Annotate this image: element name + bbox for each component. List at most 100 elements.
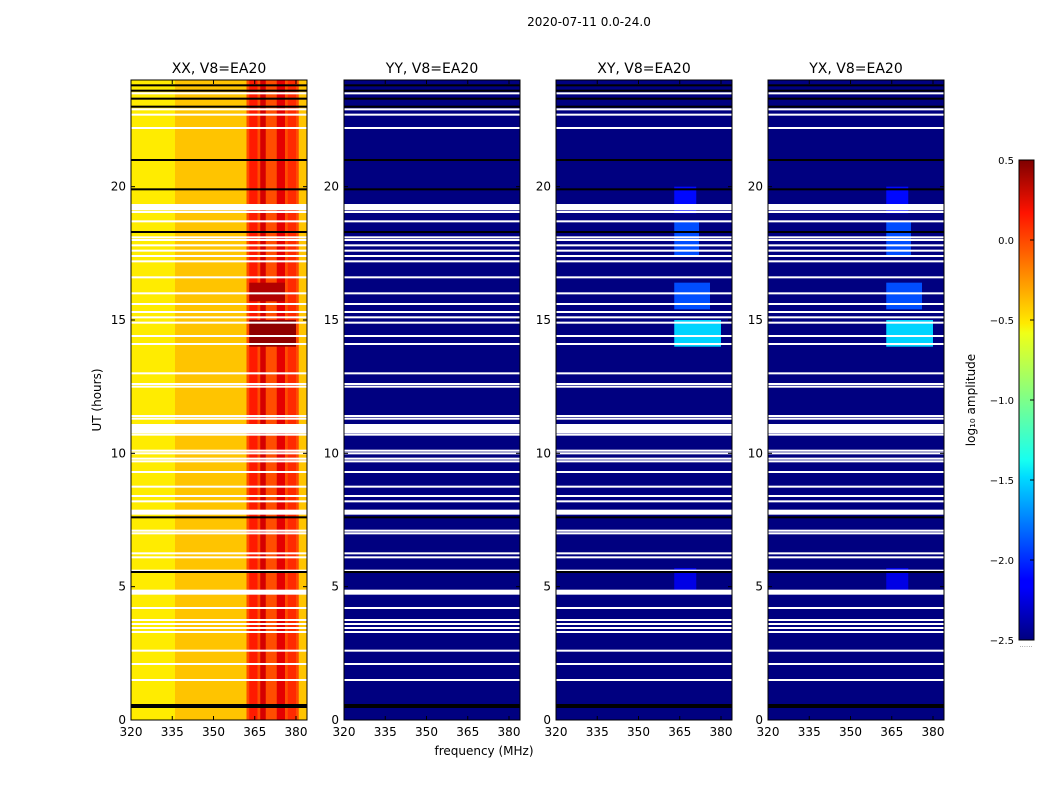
- flagged-row: [131, 239, 307, 241]
- flagged-row: [131, 569, 307, 572]
- flagged-block: [556, 510, 732, 515]
- flagged-row: [556, 433, 732, 436]
- y-tick-label: 10: [748, 446, 763, 460]
- flagged-row: [768, 457, 944, 460]
- flagged-row: [344, 127, 520, 129]
- panel-1: XX, V8=EA20 320 335 350 365 380 0 5 10 15 20: [111, 61, 308, 739]
- x-tick-label: 320: [757, 725, 780, 739]
- flagged-row: [556, 457, 732, 460]
- flagged-row: [556, 485, 732, 488]
- flagged-row: [556, 569, 732, 572]
- x-tick-label: 320: [333, 725, 356, 739]
- dark-row: [344, 516, 520, 519]
- x-tick-label: 350: [415, 725, 438, 739]
- flagged-row: [556, 495, 732, 497]
- y-tick-label: 20: [748, 180, 763, 194]
- y-tick-label: 20: [111, 180, 126, 194]
- colorbar-tick-label: −2.5: [990, 636, 1014, 647]
- dark-row: [344, 159, 520, 161]
- flagged-row: [556, 679, 732, 681]
- flagged-row: [344, 372, 520, 375]
- flagged-block: [344, 204, 520, 210]
- x-tick-label: 335: [374, 725, 397, 739]
- flagged-row: [768, 303, 944, 305]
- flagged-row: [131, 529, 307, 532]
- flagged-row: [768, 108, 944, 111]
- flagged-row: [344, 631, 520, 633]
- flagged-row: [344, 495, 520, 497]
- xx-rfi-block: [249, 282, 285, 302]
- flagged-row: [768, 415, 944, 417]
- dark-row: [131, 105, 307, 108]
- flagged-row: [131, 679, 307, 681]
- flagged-row: [131, 316, 307, 319]
- flagged-row: [556, 276, 732, 279]
- flagged-row: [768, 495, 944, 497]
- flagged-row: [556, 127, 732, 129]
- flagged-row: [768, 316, 944, 319]
- panel-frame: [130, 79, 308, 721]
- flagged-row: [768, 679, 944, 681]
- flagged-row: [131, 321, 307, 324]
- flagged-row: [131, 663, 307, 665]
- flagged-row: [131, 211, 307, 213]
- panel-background: [344, 80, 520, 720]
- flagged-row: [556, 417, 732, 420]
- flagged-row: [556, 607, 732, 609]
- flagged-row: [556, 343, 732, 345]
- dark-row: [344, 188, 520, 191]
- flagged-row: [344, 460, 520, 463]
- dark-row: [344, 105, 520, 108]
- dark-row: [344, 84, 520, 87]
- flagged-row: [344, 569, 520, 572]
- colorbar-tick-label: −1.0: [990, 396, 1014, 407]
- flagged-row: [131, 343, 307, 345]
- flagged-row: [344, 239, 520, 241]
- flagged-block: [131, 424, 307, 434]
- flagged-row: [556, 649, 732, 652]
- flagged-row: [344, 417, 520, 420]
- flagged-row: [556, 452, 732, 455]
- flagged-row: [344, 679, 520, 681]
- x-tick-label: 365: [243, 725, 266, 739]
- flagged-row: [556, 321, 732, 324]
- x-tick-label: 380: [710, 725, 733, 739]
- flagged-row: [131, 471, 307, 473]
- flagged-row: [768, 92, 944, 95]
- flagged-row: [131, 311, 307, 313]
- dark-row: [768, 97, 944, 100]
- flagged-row: [131, 255, 307, 257]
- flagged-row: [131, 552, 307, 555]
- y-tick-label: 5: [331, 580, 339, 594]
- flagged-row: [768, 500, 944, 503]
- flagged-row: [768, 276, 944, 279]
- flagged-row: [131, 500, 307, 503]
- flagged-row: [344, 244, 520, 247]
- y-tick-label: 5: [543, 580, 551, 594]
- y-tick-label: 15: [536, 313, 551, 327]
- dark-row: [556, 89, 732, 92]
- panel-title: YY, V8=EA20: [385, 61, 478, 77]
- flagged-row: [344, 276, 520, 279]
- dark-row: [768, 159, 944, 161]
- flagged-row: [131, 627, 307, 629]
- dark-row: [131, 84, 307, 87]
- y-tick-label: 0: [331, 713, 339, 727]
- dark-row: [768, 188, 944, 191]
- flagged-block: [556, 204, 732, 210]
- dark-row: [131, 188, 307, 191]
- colorbar-tick-label: −1.5: [990, 476, 1014, 487]
- flagged-row: [131, 457, 307, 460]
- flagged-row: [131, 631, 307, 633]
- dark-block: [344, 704, 520, 708]
- y-tick-label: 10: [111, 446, 126, 460]
- y-tick-label: 5: [755, 580, 763, 594]
- x-tick-label: 350: [202, 725, 225, 739]
- flagged-row: [556, 292, 732, 295]
- x-tick-label: 380: [285, 725, 308, 739]
- flagged-row: [344, 627, 520, 629]
- dark-row: [131, 231, 307, 233]
- flagged-row: [556, 316, 732, 319]
